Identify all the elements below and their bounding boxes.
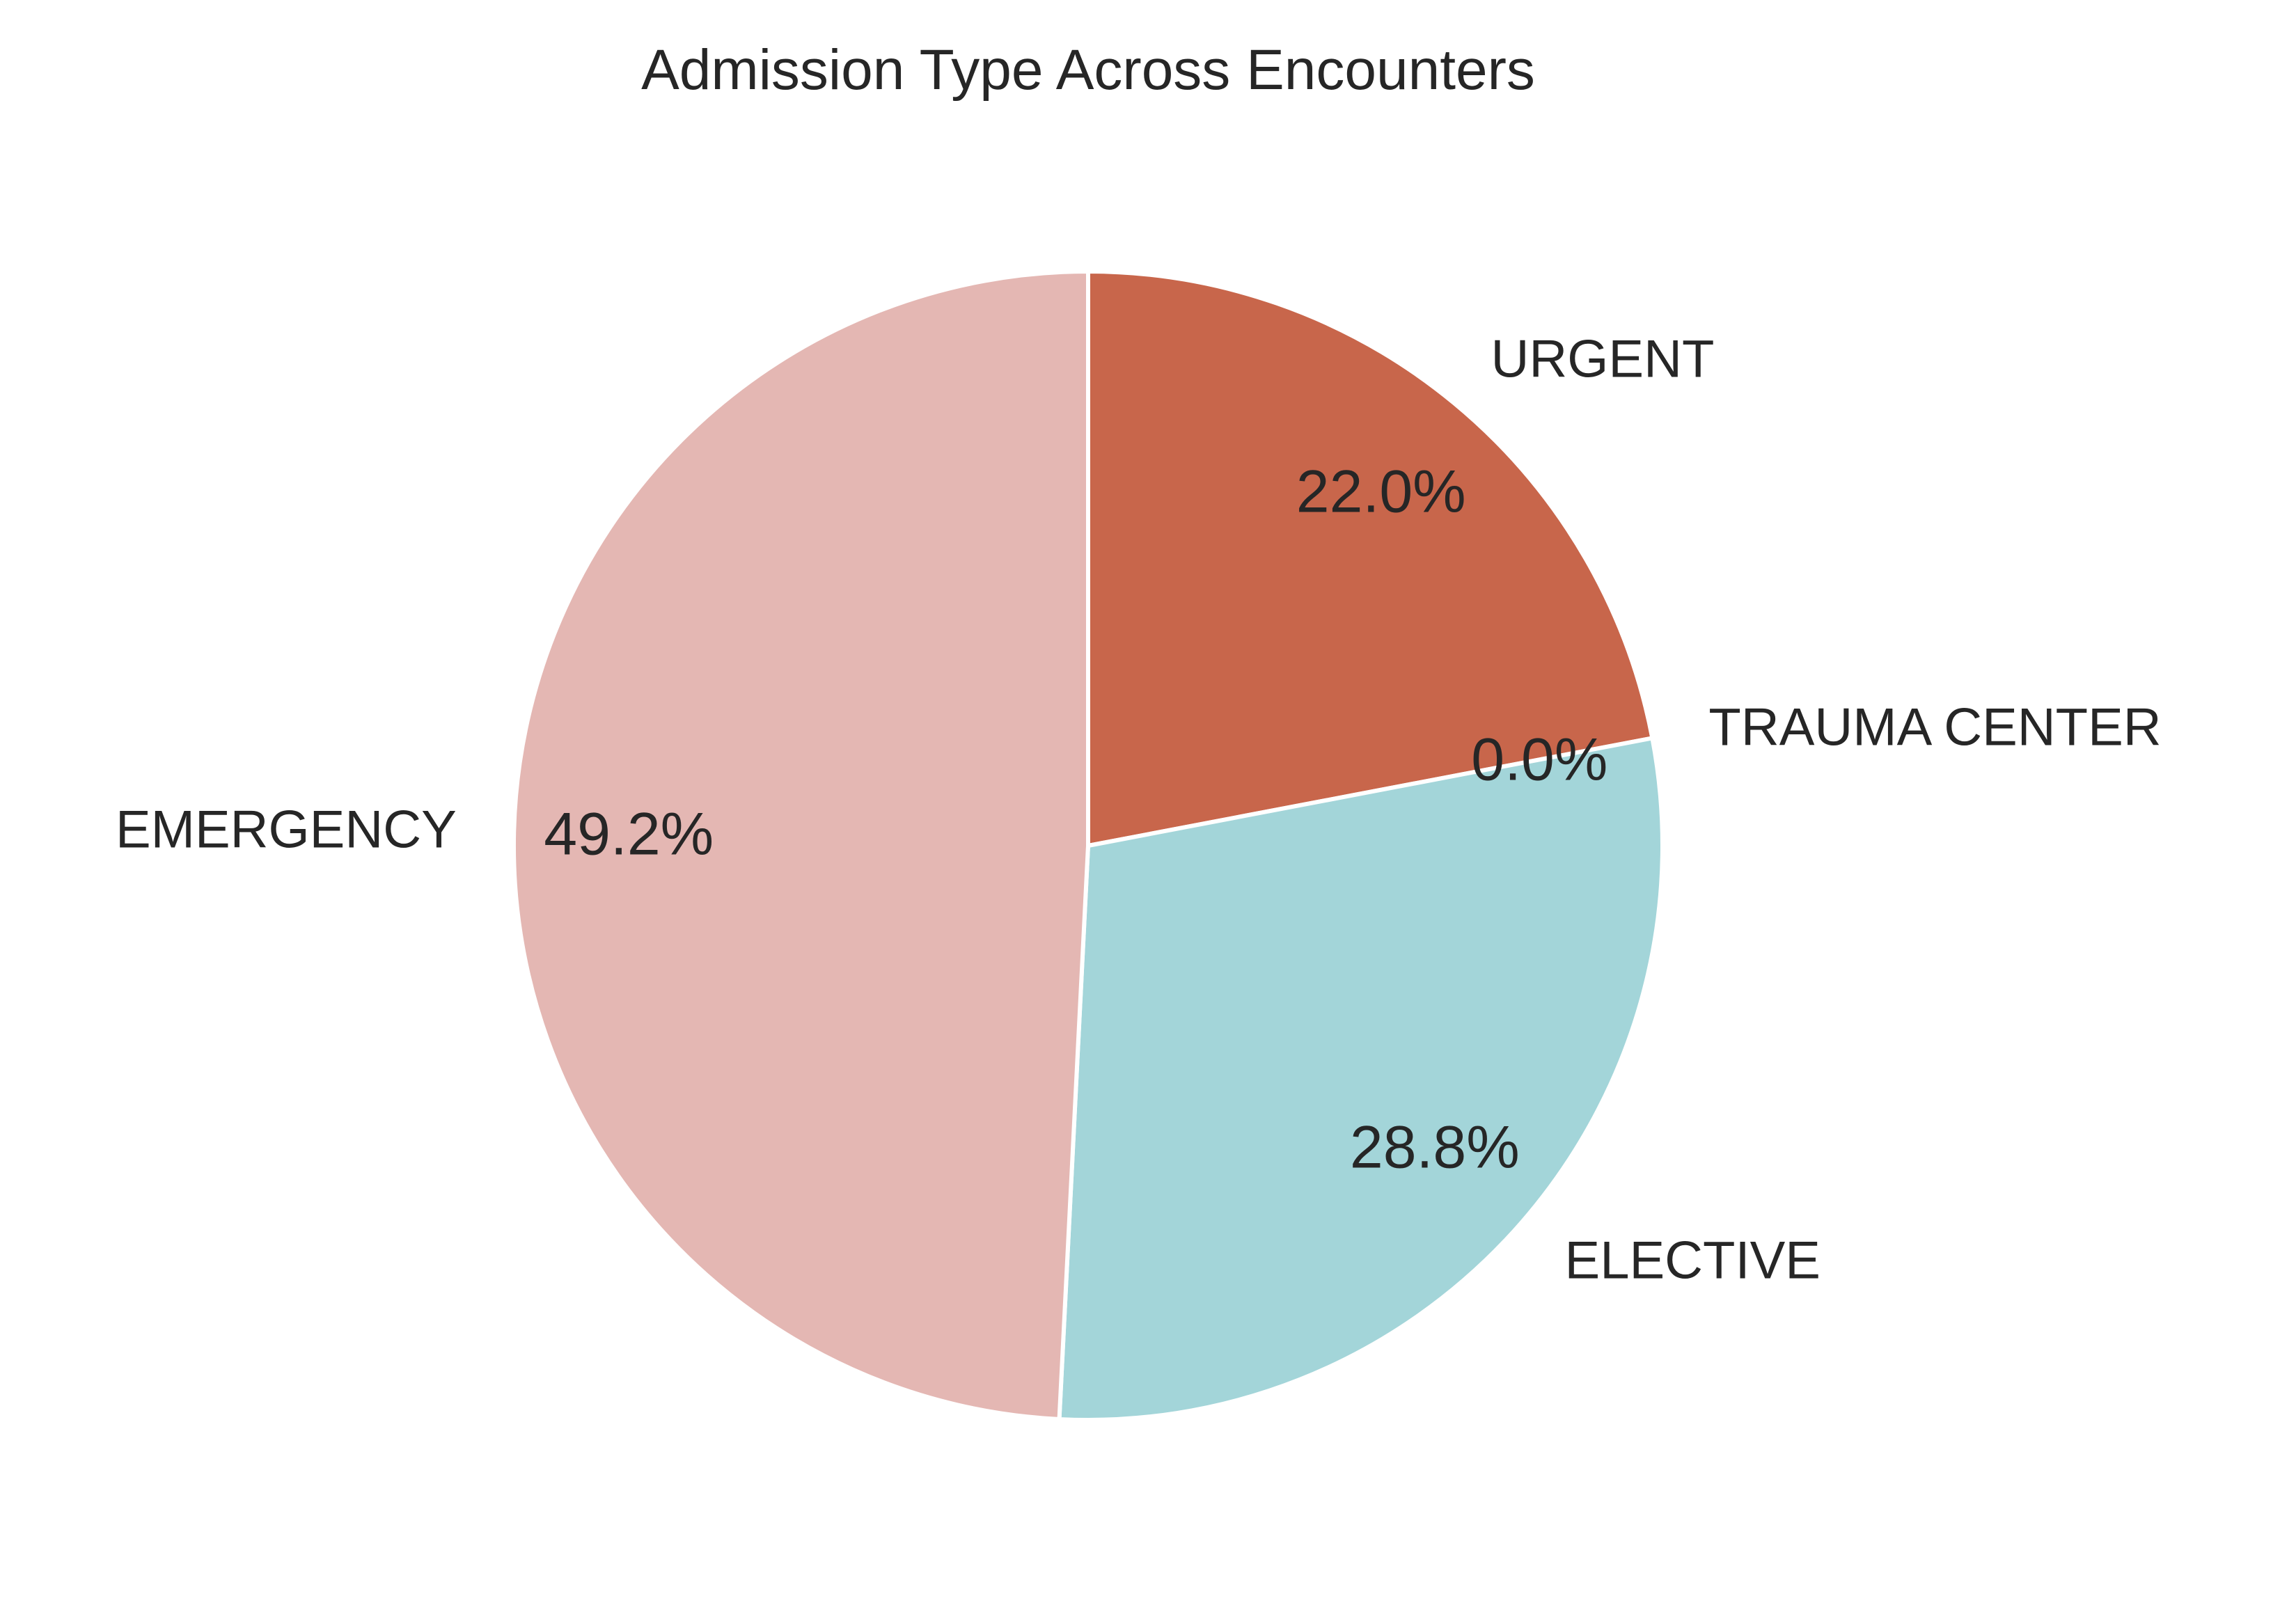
pie-slice-urgent xyxy=(1086,269,1655,848)
percent-label-urgent: 22.0% xyxy=(1296,459,1466,526)
percent-label-trauma-center: 0.0% xyxy=(1471,726,1607,793)
percent-label-elective: 28.8% xyxy=(1350,1114,1520,1180)
pie-slice-labels: URGENT TRAUMA CENTER ELECTIVE EMERGENCY xyxy=(116,329,2162,1290)
percent-label-emergency: 49.2% xyxy=(544,800,714,867)
pie-slices xyxy=(512,269,1665,1422)
slice-label-urgent: URGENT xyxy=(1491,329,1715,388)
slice-label-emergency: EMERGENCY xyxy=(116,800,457,860)
chart-title: Admission Type Across Encounters xyxy=(641,38,1535,102)
slice-label-elective: ELECTIVE xyxy=(1565,1231,1821,1290)
pie-slice-emergency xyxy=(512,269,1090,1421)
pie-slice-elective xyxy=(1057,736,1665,1422)
slice-label-trauma-center: TRAUMA CENTER xyxy=(1708,698,2161,757)
pie-percent-labels: 22.0% 0.0% 28.8% 49.2% xyxy=(544,459,1607,1181)
